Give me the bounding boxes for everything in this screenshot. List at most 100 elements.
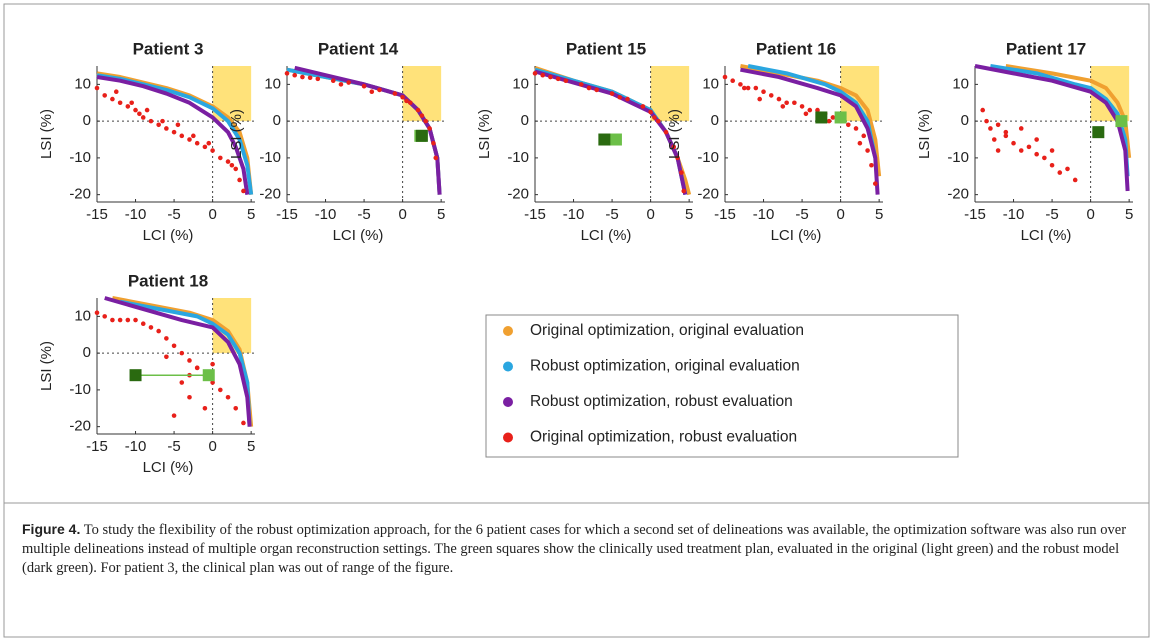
point <box>640 104 646 109</box>
point <box>233 166 239 172</box>
point <box>415 107 421 113</box>
y-axis-label: LSI (%) <box>916 109 933 159</box>
y-tick-label: -20 <box>69 186 91 203</box>
y-tick-label: 0 <box>83 112 91 129</box>
x-tick-label: 0 <box>1086 206 1094 223</box>
y-tick-label: 0 <box>961 112 969 129</box>
x-tick-label: -5 <box>167 438 180 455</box>
point <box>164 354 169 360</box>
point <box>423 118 429 124</box>
x-tick-label: -5 <box>795 206 808 223</box>
legend: Original optimization, original evaluati… <box>503 322 804 446</box>
point <box>346 80 351 85</box>
point <box>757 96 762 102</box>
point <box>233 405 239 411</box>
point <box>865 148 870 153</box>
point <box>1065 166 1070 172</box>
y-tick-label: -10 <box>697 149 719 166</box>
point <box>218 155 223 161</box>
point <box>102 93 108 98</box>
y-tick-label: 0 <box>521 112 529 129</box>
point <box>156 328 161 334</box>
x-tick-label: 5 <box>437 206 445 223</box>
x-axis-label: LCI (%) <box>581 227 632 244</box>
point <box>1057 170 1063 175</box>
y-tick-label: -20 <box>69 418 91 435</box>
point <box>427 126 432 131</box>
point <box>284 71 290 76</box>
point <box>872 181 878 186</box>
x-tick-label: 0 <box>646 206 654 223</box>
point <box>741 85 747 91</box>
target-region <box>650 66 690 122</box>
point <box>995 122 1001 128</box>
point <box>578 82 584 87</box>
point <box>671 144 677 150</box>
chart-title: Patient 14 <box>318 39 399 58</box>
point <box>1042 155 1047 161</box>
clinical-plan <box>415 129 428 142</box>
y-tick-label: -20 <box>697 186 719 203</box>
clinical-plan <box>129 369 142 382</box>
point <box>377 87 382 93</box>
point <box>675 155 680 161</box>
point <box>218 387 223 393</box>
x-tick-label: -10 <box>315 206 337 223</box>
clinical-plan <box>598 133 611 146</box>
point <box>206 140 212 146</box>
point <box>392 91 398 96</box>
x-tick-label: 0 <box>208 206 216 223</box>
point <box>722 74 728 80</box>
point <box>361 83 367 89</box>
clinical-plan <box>1115 115 1128 128</box>
point <box>144 107 150 113</box>
point <box>315 76 321 82</box>
point <box>594 87 599 93</box>
point <box>117 100 123 106</box>
x-tick-label: -5 <box>167 206 180 223</box>
point <box>292 72 298 78</box>
y-tick-label: -10 <box>507 149 529 166</box>
point <box>1049 162 1055 168</box>
target-region <box>402 66 442 122</box>
clinical-plan <box>609 133 622 146</box>
curve <box>740 67 880 195</box>
point <box>194 140 200 146</box>
curve <box>119 299 252 427</box>
point <box>140 115 146 120</box>
x-tick-label: 5 <box>685 206 693 223</box>
point <box>780 104 786 109</box>
caption: Figure 4. To study the flexibility of th… <box>22 520 1132 578</box>
point <box>548 74 553 80</box>
point <box>133 317 138 323</box>
legend-label: Robust optimization, robust evaluation <box>530 393 793 410</box>
point <box>129 100 134 106</box>
point <box>137 111 142 117</box>
point <box>826 118 832 124</box>
point <box>187 358 192 363</box>
point <box>745 85 751 91</box>
legend-marker <box>503 326 513 336</box>
x-tick-label: -10 <box>563 206 585 223</box>
point <box>125 317 131 323</box>
x-tick-label: 5 <box>1125 206 1133 223</box>
chart-title: Patient 16 <box>756 39 836 58</box>
curve <box>990 64 1130 177</box>
point <box>210 361 215 367</box>
point <box>995 148 1001 153</box>
point <box>148 325 154 330</box>
point <box>113 89 119 95</box>
point <box>110 317 115 323</box>
clinical-plan <box>202 369 215 382</box>
x-tick-label: -15 <box>86 206 108 223</box>
point <box>133 107 138 113</box>
point <box>1018 126 1024 131</box>
point <box>991 137 997 142</box>
point <box>532 71 538 76</box>
point <box>988 126 993 131</box>
legend-label: Robust optimization, original evaluation <box>530 358 800 375</box>
point <box>202 405 208 411</box>
y-tick-label: 10 <box>952 75 969 92</box>
